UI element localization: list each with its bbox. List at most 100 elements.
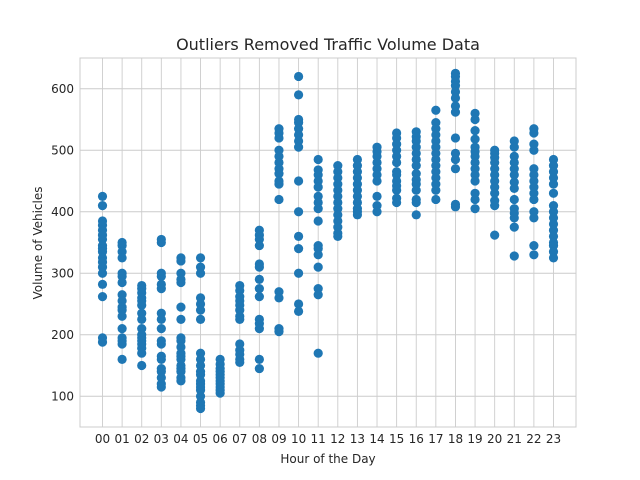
x-tick-label: 14 xyxy=(369,432,384,446)
scatter-point xyxy=(293,207,304,217)
x-tick-label: 17 xyxy=(428,432,443,446)
scatter-point xyxy=(293,244,304,254)
scatter-point xyxy=(274,327,284,337)
scatter-point xyxy=(156,314,166,324)
scatter-point xyxy=(274,133,284,143)
scatter-point xyxy=(254,240,264,251)
scatter-point xyxy=(293,299,304,309)
scatter-point xyxy=(274,169,284,179)
scatter-point xyxy=(254,262,264,272)
scatter-point xyxy=(97,268,108,278)
scatter-point xyxy=(509,222,519,232)
scatter-point xyxy=(411,185,421,195)
scatter-point xyxy=(313,204,323,214)
scatter-point xyxy=(372,191,382,201)
scatter-point xyxy=(117,324,127,334)
scatter-point xyxy=(117,354,127,364)
scatter-point xyxy=(529,250,539,260)
scatter-point xyxy=(431,185,441,195)
scatter-point xyxy=(450,107,461,117)
scatter-point xyxy=(254,363,264,374)
scatter-point xyxy=(117,277,127,288)
scatter-point xyxy=(293,71,304,82)
scatter-point xyxy=(97,279,108,289)
scatter-point xyxy=(293,90,304,100)
scatter-point xyxy=(450,154,461,165)
scatter-point xyxy=(411,210,421,220)
x-tick-label: 21 xyxy=(507,432,522,446)
scatter-point xyxy=(529,213,539,223)
y-tick-label: 100 xyxy=(51,389,74,403)
x-tick-label: 10 xyxy=(291,432,306,446)
scatter-point xyxy=(450,202,461,212)
x-tick-label: 02 xyxy=(134,432,149,446)
scatter-point xyxy=(313,250,323,260)
scatter-point xyxy=(156,237,166,248)
y-tick-label: 400 xyxy=(51,205,74,219)
scatter-point xyxy=(470,176,480,186)
scatter-point xyxy=(450,93,461,103)
scatter-point xyxy=(392,197,402,208)
y-tick-labels: 100 200 300 400 500 600 xyxy=(51,82,74,404)
x-tick-label: 06 xyxy=(213,432,228,446)
y-tick-label: 200 xyxy=(51,328,74,342)
y-tick-label: 600 xyxy=(51,82,74,96)
data-points xyxy=(97,68,559,414)
x-tick-label: 15 xyxy=(389,432,404,446)
scatter-point xyxy=(548,188,559,198)
x-tick-label: 12 xyxy=(330,432,345,446)
x-tick-label: 03 xyxy=(154,432,169,446)
y-tick-label: 500 xyxy=(51,143,74,157)
scatter-point xyxy=(137,348,147,358)
scatter-point xyxy=(293,306,304,316)
scatter-point xyxy=(117,253,127,263)
scatter-point xyxy=(254,284,264,294)
scatter-point xyxy=(470,194,480,205)
x-tick-label: 05 xyxy=(193,432,208,446)
scatter-point xyxy=(235,314,245,324)
x-tick-label: 01 xyxy=(114,432,129,446)
scatter-point xyxy=(137,300,147,310)
scatter-point xyxy=(117,339,127,349)
scatter-point xyxy=(509,213,519,223)
x-tick-label: 11 xyxy=(311,432,326,446)
scatter-point xyxy=(392,185,402,195)
scatter-point xyxy=(97,201,108,211)
x-tick-label: 20 xyxy=(487,432,502,446)
scatter-point xyxy=(529,128,539,138)
scatter-point xyxy=(195,268,206,278)
scatter-point xyxy=(548,179,559,189)
scatter-point xyxy=(411,197,421,208)
scatter-point xyxy=(431,105,441,115)
y-tick-label: 300 xyxy=(51,266,74,280)
scatter-point xyxy=(156,284,166,294)
chart-title: Outliers Removed Traffic Volume Data xyxy=(176,35,480,54)
y-axis-label: Volume of Vehicles xyxy=(31,187,45,300)
scatter-point xyxy=(156,339,166,349)
x-tick-label: 00 xyxy=(95,432,110,446)
scatter-point xyxy=(176,314,186,324)
scatter-point xyxy=(176,302,186,312)
scatter-point xyxy=(137,360,147,371)
x-tick-label: 18 xyxy=(448,432,463,446)
scatter-point xyxy=(509,251,519,261)
scatter-point xyxy=(274,194,284,205)
scatter-point xyxy=(490,201,500,211)
scatter-point xyxy=(97,191,108,201)
scatter-point xyxy=(529,240,539,251)
scatter-point xyxy=(333,231,343,241)
x-tick-label: 08 xyxy=(252,432,267,446)
scatter-point xyxy=(392,157,402,168)
scatter-point xyxy=(470,114,480,125)
scatter-point xyxy=(195,305,206,315)
scatter-point xyxy=(470,125,480,136)
scatter-point xyxy=(195,403,206,414)
scatter-point xyxy=(450,133,461,143)
scatter-point xyxy=(313,262,323,272)
x-axis-label: Hour of the Day xyxy=(280,452,375,466)
scatter-point xyxy=(117,311,127,321)
x-tick-label: 16 xyxy=(409,432,424,446)
scatter-point xyxy=(313,154,323,165)
scatter-point xyxy=(254,274,264,284)
scatter-point xyxy=(470,134,480,144)
